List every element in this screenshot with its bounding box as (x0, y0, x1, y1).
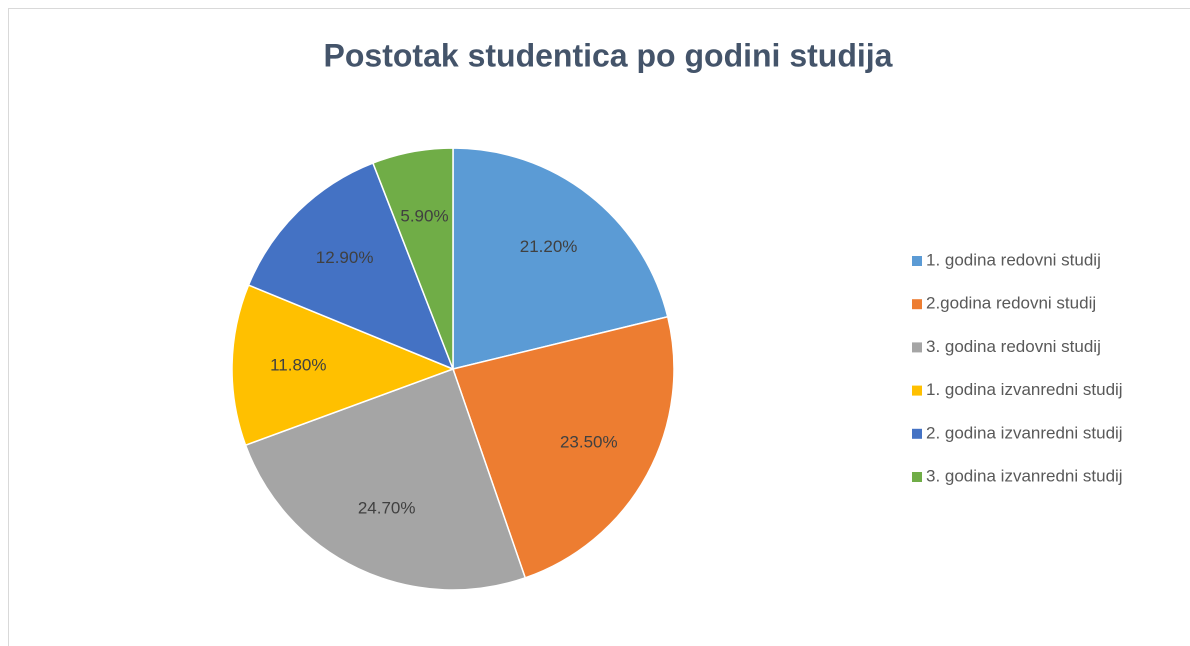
data-label: 21.20% (520, 237, 578, 256)
legend-label: 2. godina izvanredni studij (926, 423, 1123, 442)
legend-label: 2.godina redovni studij (926, 294, 1096, 313)
legend-swatch (912, 428, 922, 439)
pie-slice (231, 284, 456, 447)
data-label: 23.50% (560, 433, 618, 452)
pie-slice (452, 147, 669, 370)
legend-label: 1. godina redovni studij (926, 250, 1101, 269)
pie-slice (244, 368, 527, 591)
data-label: 5.90% (400, 206, 448, 225)
pie-slice (371, 147, 454, 370)
legend-swatch (912, 472, 922, 482)
legend-swatch (912, 256, 922, 266)
legend-label: 3. godina redovni studij (926, 337, 1101, 356)
chart-title: Postotak studentica po godini studija (324, 37, 893, 73)
legend-swatch (912, 299, 922, 310)
legend-swatch (912, 342, 922, 353)
legend-swatch (912, 385, 922, 396)
chart-frame (8, 8, 1190, 646)
pie-slice (452, 315, 675, 579)
data-label: 24.70% (358, 498, 416, 517)
legend-label: 3. godina izvanredni studij (926, 466, 1123, 485)
legend-label: 1. godina izvanredni studij (926, 380, 1123, 399)
pie-slice (247, 162, 455, 371)
data-label: 11.80% (270, 356, 326, 375)
data-label: 12.90% (316, 248, 374, 267)
